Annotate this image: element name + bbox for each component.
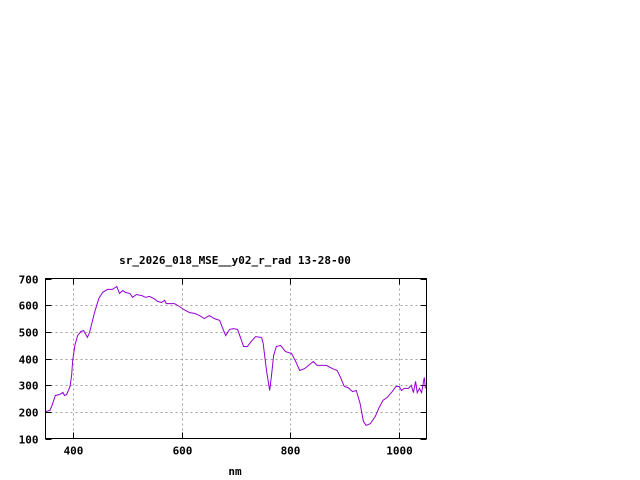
- y-tick-label: 600: [19, 300, 39, 313]
- chart-title: sr_2026_018_MSE__y02_r_rad 13-28-00: [119, 254, 351, 267]
- x-axis-label: nm: [228, 465, 242, 478]
- y-tick-label: 100: [19, 434, 39, 447]
- y-tick-label: 400: [19, 354, 39, 367]
- y-tick-label: 500: [19, 327, 39, 340]
- y-axis: 100 200 300 400 500 600 700: [19, 274, 427, 447]
- x-tick-label: 1000: [386, 445, 413, 458]
- y-tick-label: 700: [19, 274, 39, 287]
- x-tick-label: 400: [64, 445, 84, 458]
- grid: [45, 278, 427, 439]
- y-tick-label: 200: [19, 407, 39, 420]
- x-axis: 400 600 800 1000: [64, 278, 413, 458]
- series-line: [45, 285, 426, 427]
- x-tick-label: 600: [173, 445, 193, 458]
- x-tick-label: 800: [281, 445, 301, 458]
- y-tick-label: 300: [19, 380, 39, 393]
- plot-frame: [45, 278, 427, 439]
